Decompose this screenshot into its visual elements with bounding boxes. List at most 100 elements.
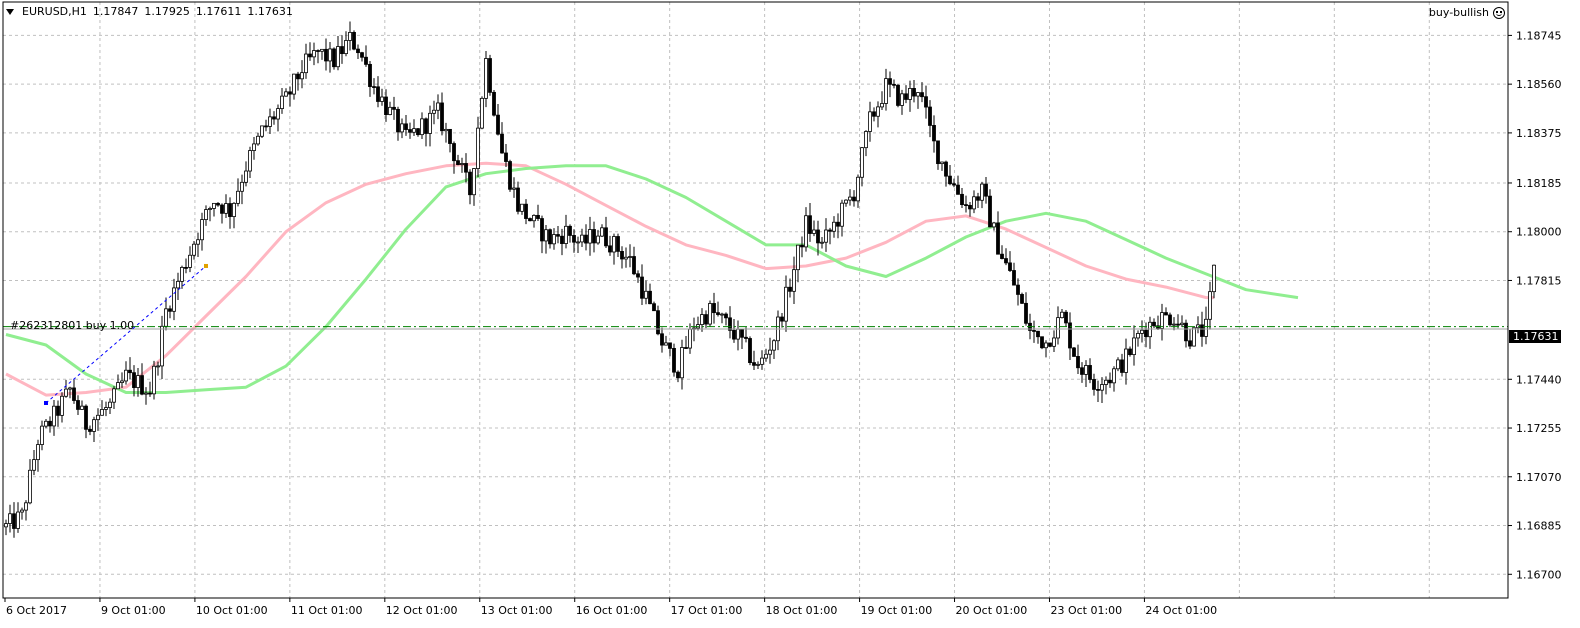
candle-body xyxy=(76,400,80,410)
candle-body xyxy=(700,314,704,325)
candle-body xyxy=(1144,329,1148,338)
candle-body xyxy=(1108,379,1112,384)
candle-body xyxy=(756,363,760,366)
candle-body xyxy=(64,388,68,397)
candle-body xyxy=(224,203,228,214)
candle-body xyxy=(580,234,584,243)
candle-body xyxy=(1148,321,1152,338)
candle-body xyxy=(1024,302,1028,324)
y-tick-label: 1.18560 xyxy=(1516,78,1562,91)
order-label: #262312801 buy 1.00 xyxy=(10,319,135,332)
x-tick-label: 12 Oct 01:00 xyxy=(386,604,458,617)
candle-body xyxy=(252,143,256,151)
candle-body xyxy=(824,229,828,243)
candle-body xyxy=(24,502,28,511)
candle-body xyxy=(804,215,808,248)
candle-body xyxy=(500,133,504,154)
candle-body xyxy=(780,316,784,322)
candle-body xyxy=(160,325,164,367)
expert-advisor-label[interactable]: buy-bullish xyxy=(1429,6,1505,19)
candle-body xyxy=(80,405,84,410)
candle-body xyxy=(1056,317,1060,339)
candle-body xyxy=(68,387,72,390)
candle-body xyxy=(256,135,260,145)
candle-body xyxy=(28,469,32,504)
x-tick-label: 10 Oct 01:00 xyxy=(196,604,268,617)
candle-body xyxy=(368,63,372,87)
candle-body xyxy=(1044,342,1048,349)
candle-body xyxy=(704,314,708,325)
candle-body xyxy=(544,229,548,242)
candle-body xyxy=(788,286,792,292)
candle-body xyxy=(744,336,748,339)
candle-body xyxy=(376,86,380,102)
candle-body xyxy=(940,161,944,165)
candle-body xyxy=(908,88,912,100)
candle-body xyxy=(640,276,644,299)
candle-body xyxy=(484,58,488,99)
candle-body xyxy=(536,214,540,219)
candle-body xyxy=(1016,284,1020,295)
candle-body xyxy=(976,196,980,201)
candle-body xyxy=(1012,270,1016,286)
x-tick-label: 13 Oct 01:00 xyxy=(481,604,553,617)
candle-body xyxy=(100,408,104,416)
y-tick-label: 1.16885 xyxy=(1516,520,1562,533)
candle-body xyxy=(516,187,520,212)
candle-body xyxy=(284,91,288,97)
candle-body xyxy=(448,128,452,144)
candle-body xyxy=(308,53,312,58)
y-tick-label: 1.16700 xyxy=(1516,568,1562,581)
y-tick-label: 1.17255 xyxy=(1516,422,1562,435)
y-tick-label: 1.18000 xyxy=(1516,226,1562,239)
candle-body xyxy=(216,202,220,206)
candle-body xyxy=(112,388,116,403)
candle-body xyxy=(152,365,156,395)
candle-body xyxy=(748,338,752,363)
candle-body xyxy=(772,340,776,351)
candle-body xyxy=(1160,312,1164,329)
candle-body xyxy=(680,347,684,379)
candle-body xyxy=(148,392,152,395)
candle-body xyxy=(848,196,852,201)
candle-body xyxy=(1072,347,1076,357)
y-tick-label: 1.18185 xyxy=(1516,177,1562,190)
candle-body xyxy=(1096,389,1100,391)
candle-body xyxy=(844,199,848,204)
candle-body xyxy=(444,128,448,132)
candle-body xyxy=(624,256,628,260)
candle-body xyxy=(888,78,892,85)
candle-body xyxy=(620,251,624,260)
candle-body xyxy=(164,308,168,327)
collapse-triangle-icon[interactable] xyxy=(6,8,14,15)
candle-body xyxy=(1088,365,1092,380)
candle-body xyxy=(820,241,824,244)
candle-body xyxy=(208,208,212,210)
candle-body xyxy=(108,401,112,408)
candle-body xyxy=(676,371,680,379)
candle-body xyxy=(612,236,616,253)
candle-body xyxy=(1164,312,1168,316)
candle-body xyxy=(924,96,928,108)
candle-body xyxy=(684,347,688,349)
candle-body xyxy=(1064,311,1068,324)
candle-body xyxy=(388,106,392,116)
y-tick-label: 1.18375 xyxy=(1516,127,1562,140)
x-tick-label: 18 Oct 01:00 xyxy=(766,604,838,617)
candle-body xyxy=(60,395,64,416)
candle-body xyxy=(636,273,640,278)
candle-body xyxy=(268,116,272,127)
candle-body xyxy=(332,48,336,68)
candle-body xyxy=(1176,323,1180,326)
candle-body xyxy=(932,125,936,142)
candle-body xyxy=(460,163,464,165)
candle-body xyxy=(1212,264,1216,293)
candle-body xyxy=(892,83,896,86)
candle-body xyxy=(316,50,320,52)
candle-body xyxy=(192,243,196,256)
candle-body xyxy=(984,183,988,197)
candle-body xyxy=(1100,384,1104,391)
candle-body xyxy=(800,244,804,248)
